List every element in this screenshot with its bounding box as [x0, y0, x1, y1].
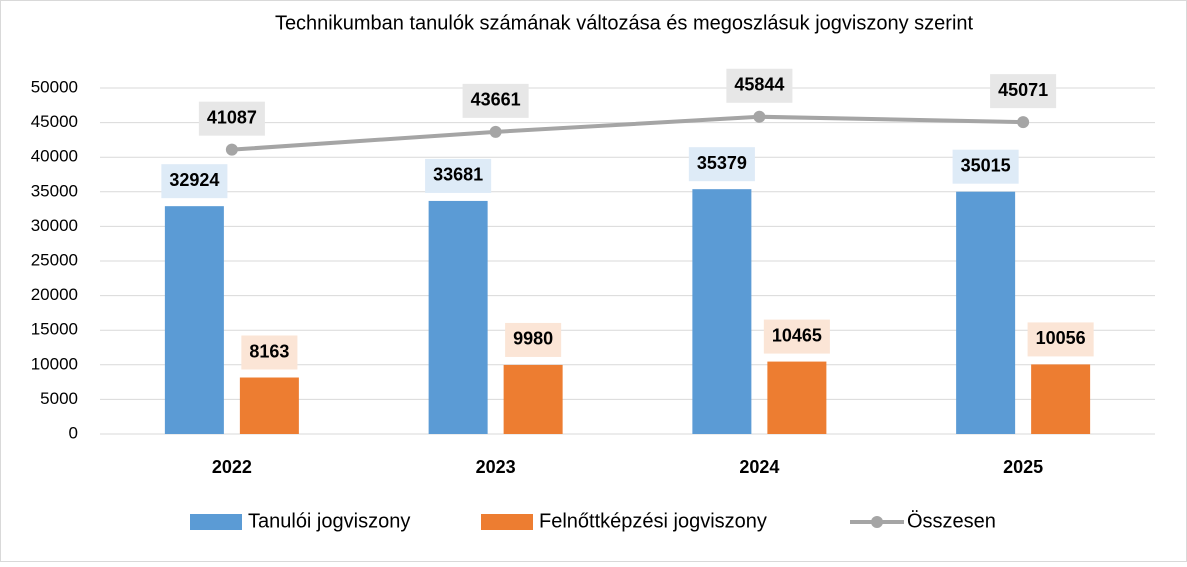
- data-label: 32924: [169, 170, 219, 190]
- legend-label: Tanulói jogviszony: [248, 510, 410, 532]
- line-marker: [1017, 116, 1030, 129]
- y-tick-label: 30000: [31, 216, 78, 235]
- data-label-bg: [990, 74, 1057, 109]
- y-tick-label: 20000: [31, 285, 78, 304]
- data-label-bg: [462, 83, 529, 118]
- y-tick-label: 40000: [31, 147, 78, 166]
- y-tick-label: 15000: [31, 320, 78, 339]
- data-label-bg: [198, 101, 265, 136]
- y-tick-label: 50000: [31, 77, 78, 96]
- data-label-bg: [1027, 322, 1094, 357]
- data-label: 35379: [697, 153, 747, 173]
- y-tick-label: 45000: [31, 112, 78, 131]
- legend-swatch: [190, 514, 242, 530]
- data-label-bg: [241, 335, 298, 370]
- line-marker: [753, 110, 766, 123]
- chart-title: Technikumban tanulók számának változása …: [275, 12, 974, 34]
- bar: [503, 364, 563, 434]
- y-tick-label: 10000: [31, 354, 78, 373]
- line-marker: [489, 125, 502, 138]
- data-label: 43661: [471, 90, 521, 110]
- legend-swatch: [481, 514, 533, 530]
- x-tick-label: 2023: [476, 457, 516, 477]
- data-label-bg: [726, 68, 793, 103]
- y-tick-label: 25000: [31, 250, 78, 269]
- legend-label: Összesen: [907, 510, 996, 532]
- x-tick-label: 2025: [1003, 457, 1043, 477]
- bar: [239, 377, 299, 434]
- bar: [767, 361, 827, 434]
- legend-swatch: [871, 516, 883, 528]
- data-label: 10056: [1036, 328, 1086, 348]
- x-tick-label: 2022: [212, 457, 252, 477]
- data-label: 41087: [207, 107, 257, 127]
- x-tick-label: 2024: [739, 457, 779, 477]
- y-tick-label: 35000: [31, 181, 78, 200]
- data-label-bg: [425, 158, 492, 193]
- legend-label: Felnőttképzési jogviszony: [539, 510, 767, 532]
- bar: [164, 206, 224, 434]
- data-label: 9980: [513, 329, 553, 349]
- y-tick-label: 5000: [40, 389, 78, 408]
- bar: [956, 191, 1016, 434]
- y-tick-label: 0: [69, 423, 78, 442]
- bar: [1031, 364, 1091, 434]
- data-label: 45071: [998, 80, 1048, 100]
- bar: [692, 189, 752, 434]
- line-marker: [225, 143, 238, 156]
- data-label-bg: [505, 322, 562, 357]
- data-label-bg: [763, 319, 830, 354]
- data-label: 35015: [961, 155, 1011, 175]
- data-label-bg: [688, 147, 755, 182]
- bar: [428, 200, 488, 434]
- data-label: 45844: [734, 75, 784, 95]
- data-label: 33681: [433, 165, 483, 185]
- line: [231, 114, 1024, 152]
- data-label-bg: [161, 164, 228, 199]
- data-label: 10465: [772, 325, 822, 345]
- data-label: 8163: [249, 341, 289, 361]
- data-label-bg: [952, 149, 1019, 184]
